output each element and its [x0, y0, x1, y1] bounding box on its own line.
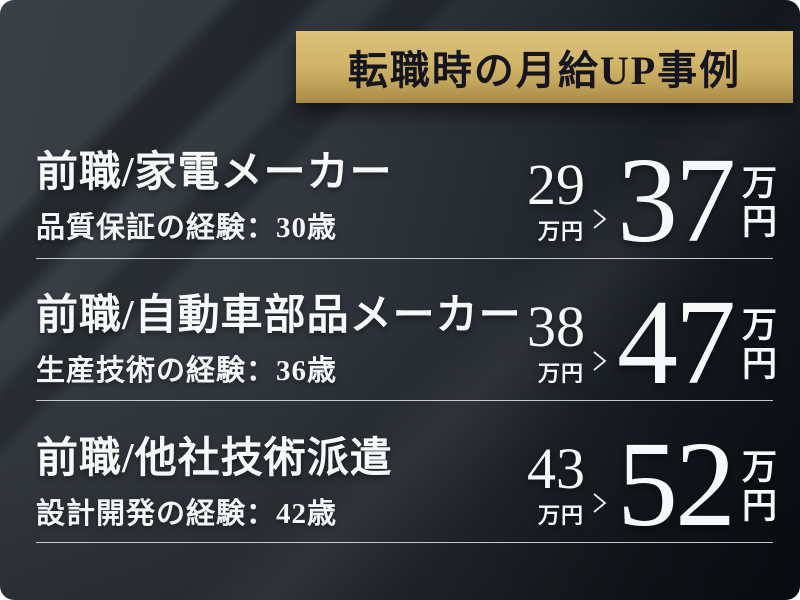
experience-age-label: 品質保証の経験：30歳 [36, 212, 338, 245]
case-row-tech-dispatch: 前職/他社技術派遣 設計開発の経験：42歳 43 万円 52 万 円 [36, 423, 777, 545]
previous-job-title: 前職/他社技術派遣 [36, 436, 393, 482]
salary-change-group: 43 万円 52 万 円 [526, 416, 777, 552]
page-title: 転職時の月給UP事例 [347, 48, 742, 93]
salary-change-group: 29 万円 37 万 円 [526, 132, 777, 268]
title-banner: 転職時の月給UP事例 [296, 31, 793, 103]
experience-age-label: 生産技術の経験：36歳 [36, 355, 338, 388]
case-info: 前職/他社技術派遣 設計開発の経験：42歳 [36, 424, 773, 532]
salary-before-unit: 万円 [537, 361, 584, 386]
salary-before: 38 万円 [526, 294, 585, 388]
salary-after-amount: 37 [616, 132, 736, 268]
salary-before-amount: 29 [526, 152, 585, 218]
case-info: 前職/家電メーカー 品質保証の経験：30歳 [36, 138, 773, 246]
salary-before-unit: 万円 [537, 219, 584, 244]
salary-after-amount: 52 [616, 416, 736, 552]
salary-after-unit-top: 万 [741, 448, 777, 487]
salary-before-amount: 43 [526, 436, 585, 502]
experience-age-label: 設計開発の経験：42歳 [36, 498, 338, 531]
salary-after-unit: 万 円 [741, 306, 777, 384]
previous-job-title: 前職/家電メーカー [36, 150, 393, 196]
salary-before: 43 万円 [526, 436, 585, 530]
salary-after-unit: 万 円 [741, 448, 777, 526]
salary-after-unit-bottom: 円 [741, 202, 777, 242]
previous-job-title: 前職/自動車部品メーカー [36, 293, 522, 339]
salary-before-amount: 38 [526, 294, 585, 360]
salary-after-amount: 47 [616, 274, 736, 410]
salary-change-group: 38 万円 47 万 円 [526, 274, 777, 410]
salary-before-unit: 万円 [537, 503, 584, 528]
salary-after-unit-bottom: 円 [741, 486, 777, 526]
salary-before: 29 万円 [526, 152, 585, 246]
salary-after-unit-bottom: 円 [741, 344, 777, 384]
salary-after-unit: 万 円 [741, 164, 777, 242]
chevron-right-icon [593, 493, 607, 513]
chevron-right-icon [593, 351, 607, 371]
salary-after-unit-top: 万 [741, 164, 777, 203]
case-row-appliance-maker: 前職/家電メーカー 品質保証の経験：30歳 29 万円 37 万 円 [36, 138, 777, 261]
chevron-right-icon [593, 209, 607, 229]
case-row-auto-parts-maker: 前職/自動車部品メーカー 生産技術の経験：36歳 38 万円 47 万 円 [36, 281, 777, 403]
case-info: 前職/自動車部品メーカー 生産技術の経験：36歳 [36, 281, 773, 389]
salary-after-unit-top: 万 [741, 306, 777, 345]
